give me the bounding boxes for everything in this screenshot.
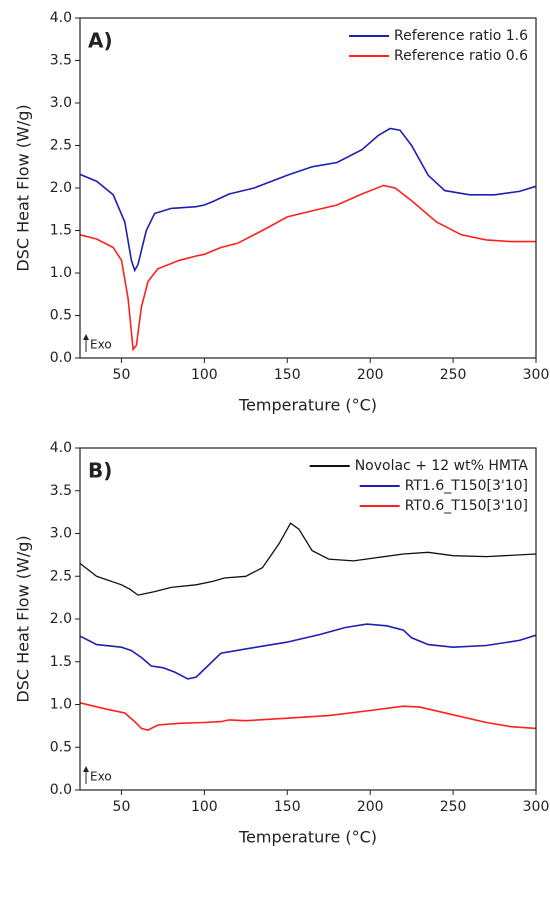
y-tick-label: 0.0 (50, 350, 72, 366)
y-tick-label: 4.0 (50, 440, 72, 456)
exo-arrowhead (83, 766, 89, 772)
legend-label: Reference ratio 0.6 (394, 48, 528, 64)
panel-label: B) (88, 459, 112, 483)
exo-label: Exo (90, 770, 112, 784)
y-tick-label: 1.0 (50, 265, 72, 281)
y-tick-label: 2.5 (50, 568, 72, 584)
y-axis-label: DSC Heat Flow (W/g) (14, 104, 33, 271)
y-tick-label: 1.5 (50, 223, 72, 239)
y-tick-label: 3.5 (50, 53, 72, 69)
y-tick-label: 1.0 (50, 697, 72, 713)
x-tick-label: 100 (191, 367, 218, 383)
y-tick-label: 0.5 (50, 308, 72, 324)
legend-label: RT1.6_T150[3'10] (405, 478, 528, 494)
x-tick-label: 100 (191, 799, 218, 815)
x-tick-label: 300 (523, 799, 550, 815)
y-tick-label: 3.5 (50, 483, 72, 499)
legend-label: Novolac + 12 wt% HMTA (355, 458, 529, 474)
legend-label: Reference ratio 1.6 (394, 28, 528, 44)
data-line (79, 127, 537, 273)
x-tick-label: 250 (440, 367, 467, 383)
x-tick-label: 250 (440, 799, 467, 815)
legend-label: RT0.6_T150[3'10] (405, 498, 528, 514)
y-tick-label: 3.0 (50, 95, 72, 111)
x-tick-label: 300 (523, 367, 550, 383)
data-line (79, 522, 537, 596)
y-tick-label: 4.0 (50, 10, 72, 26)
x-tick-label: 200 (357, 799, 384, 815)
x-tick-label: 150 (274, 367, 301, 383)
exo-label: Exo (90, 338, 112, 352)
x-axis-label: Temperature (°C) (238, 828, 377, 847)
y-tick-label: 3.0 (50, 526, 72, 542)
data-line (79, 623, 537, 680)
y-tick-label: 0.0 (50, 782, 72, 798)
x-tick-label: 50 (113, 367, 131, 383)
y-tick-label: 2.0 (50, 611, 72, 627)
y-tick-label: 2.0 (50, 180, 72, 196)
y-axis-label: DSC Heat Flow (W/g) (14, 535, 33, 702)
plot-frame (79, 17, 537, 359)
data-line (79, 702, 537, 731)
plot-frame (79, 447, 537, 791)
x-axis-label: Temperature (°C) (238, 396, 377, 415)
panel-label: A) (88, 29, 113, 53)
y-tick-label: 1.5 (50, 654, 72, 670)
exo-arrowhead (83, 334, 89, 340)
x-tick-label: 200 (357, 367, 384, 383)
data-line (79, 184, 536, 352)
y-tick-label: 2.5 (50, 138, 72, 154)
y-tick-label: 0.5 (50, 739, 72, 755)
x-tick-label: 50 (113, 799, 131, 815)
x-tick-label: 150 (274, 799, 301, 815)
